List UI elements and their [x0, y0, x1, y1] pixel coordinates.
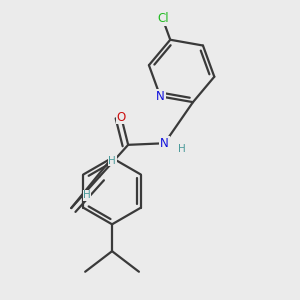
Text: O: O [117, 110, 126, 124]
Text: H: H [109, 156, 116, 166]
Text: H: H [178, 144, 186, 154]
Text: H: H [83, 190, 91, 200]
Text: N: N [160, 137, 169, 150]
Text: Cl: Cl [157, 13, 169, 26]
Text: N: N [156, 90, 165, 103]
